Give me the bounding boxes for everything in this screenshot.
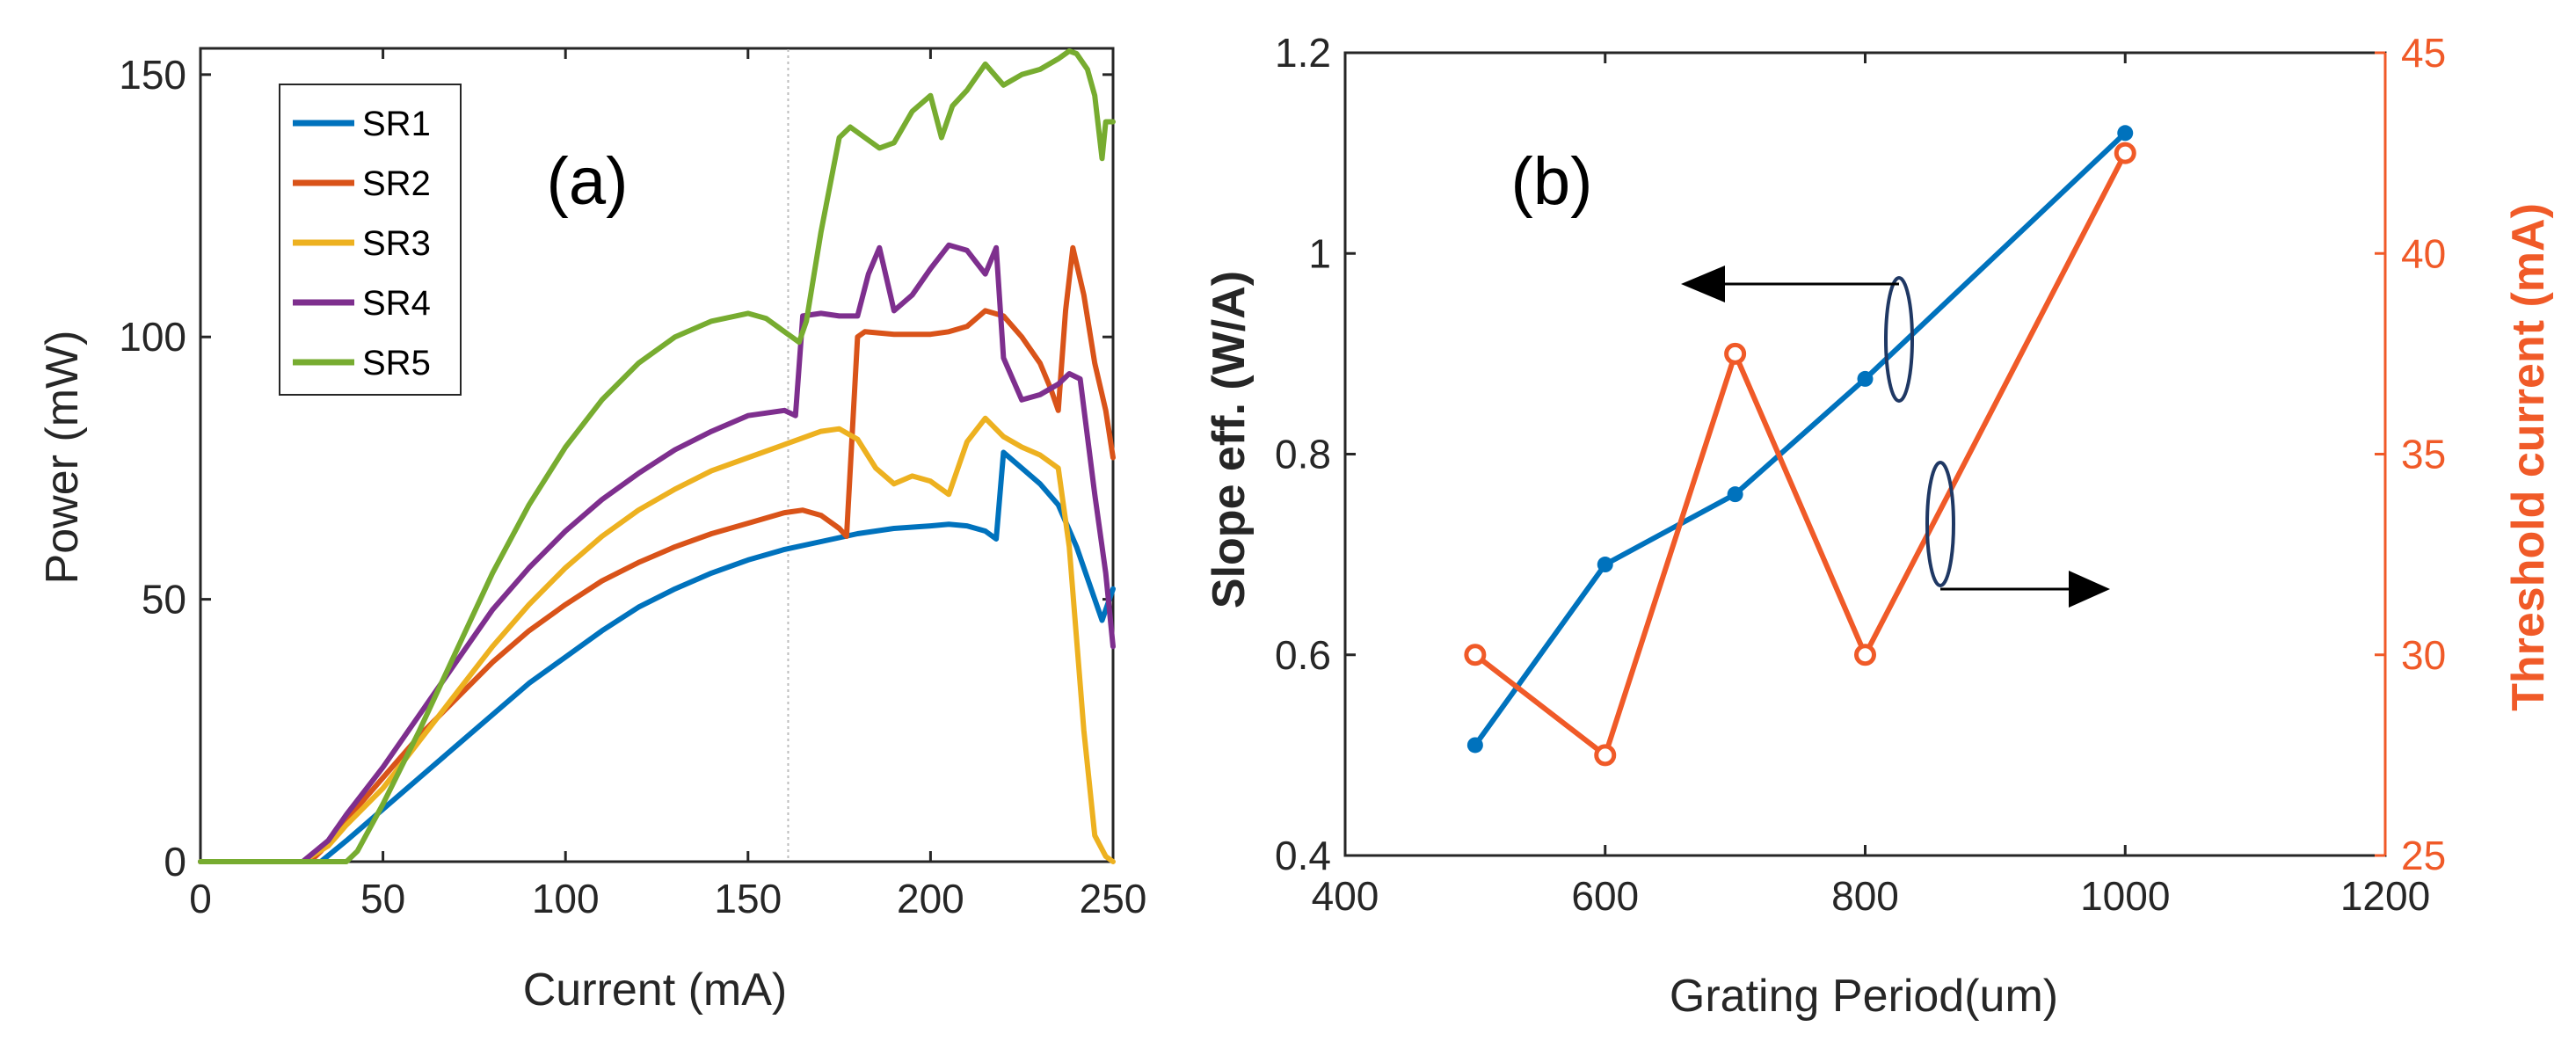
chart-b-left-tick-label: 1: [1308, 230, 1331, 276]
chart-a-y-tick-label: 150: [119, 52, 186, 98]
chart-b-right-tick-label: 30: [2401, 632, 2446, 678]
chart-a-x-tick-label: 50: [360, 876, 405, 921]
legend-label-sr2: SR2: [362, 164, 431, 203]
data-point-threshold: [1594, 744, 1617, 767]
data-point-threshold: [2114, 142, 2136, 164]
chart-b-left-y-axis-label: Slope eff. (W/A): [1204, 271, 1255, 608]
chart-b-right-y-axis-label: Threshold current (mA): [2503, 203, 2554, 711]
chart-b-right-tick-label: 40: [2401, 230, 2446, 276]
chart-a: 0 50 100 150 200 250 0 50 100 150 (a) Current (mA…: [37, 47, 1146, 1016]
chart-b-panel-label: (b): [1511, 144, 1593, 219]
data-point-threshold: [1464, 644, 1487, 666]
chart-a-y-tick-label: 100: [119, 314, 186, 360]
chart-b-left-tick-label: 0.4: [1275, 833, 1331, 878]
series-line-sr2: [198, 244, 1116, 864]
chart-a-ticks: 0 50 100 150 200 250 0 50 100 150: [119, 48, 1146, 921]
legend-label-sr5: SR5: [362, 344, 431, 382]
chart-a-legend: SR1 SR2 SR3 SR4 SR5: [279, 84, 462, 396]
chart-b-right-tick-label: 35: [2401, 432, 2446, 477]
chart-a-y-tick-label: 0: [164, 839, 186, 885]
chart-a-series: [198, 48, 1116, 864]
chart-a-x-tick-label: 250: [1080, 876, 1147, 921]
legend-label-sr3: SR3: [362, 224, 431, 263]
chart-b-plot-frame: [1343, 51, 2387, 857]
data-point-slope: [1597, 557, 1613, 573]
chart-b-left-tick-label: 0.8: [1275, 432, 1331, 477]
chart-b-x-tick-label: 400: [1312, 873, 1379, 919]
data-point-threshold: [1724, 342, 1747, 365]
chart-b-right-tick-label: 25: [2401, 833, 2446, 878]
chart-b-x-tick-label: 1200: [2340, 873, 2430, 919]
chart-a-x-axis-label: Current (mA): [523, 965, 787, 1016]
legend-label-sr1: SR1: [362, 105, 431, 143]
chart-b-left-tick-label: 0.6: [1275, 632, 1331, 678]
chart-a-y-tick-label: 50: [142, 577, 186, 623]
annotation-right-arrow: [1925, 461, 2110, 608]
chart-a-x-tick-label: 100: [532, 876, 600, 921]
chart-a-x-tick-label: 200: [897, 876, 964, 921]
series-line-sr4: [198, 242, 1116, 864]
chart-b-x-axis-label: Grating Period(um): [1670, 971, 2058, 1022]
legend-label-sr4: SR4: [362, 284, 431, 323]
series-line-sr3: [198, 415, 1116, 864]
data-point-slope: [1857, 370, 1874, 387]
data-point-slope: [1727, 486, 1743, 503]
chart-a-y-axis-label: Power (mW): [37, 331, 88, 585]
data-point-slope: [1466, 737, 1483, 754]
chart-a-panel-label: (a): [547, 144, 629, 219]
chart-b-ticks: 400 600 800 1000 1200 0.4 0.6 0.8 1 1.2 25 30 35 40 45: [1275, 30, 2446, 919]
chart-b: 400 600 800 1000 1200 0.4 0.6 0.8 1 1.2 25 30 35 40 45…: [1204, 30, 2554, 1022]
chart-b-x-tick-label: 1000: [2080, 873, 2170, 919]
chart-b-right-tick-label: 45: [2401, 30, 2446, 76]
chart-b-left-tick-label: 1.2: [1275, 30, 1331, 76]
chart-b-x-tick-label: 600: [1571, 873, 1639, 919]
data-point-threshold: [1854, 644, 1876, 666]
series-line-sr1: [198, 449, 1116, 864]
annotation-left-arrow: [1681, 266, 1914, 403]
chart-a-x-tick-label: 150: [714, 876, 782, 921]
data-point-slope: [2117, 125, 2134, 142]
chart-b-x-tick-label: 800: [1831, 873, 1899, 919]
chart-a-x-tick-label: 0: [189, 876, 212, 921]
series-line-sr5: [198, 48, 1116, 864]
